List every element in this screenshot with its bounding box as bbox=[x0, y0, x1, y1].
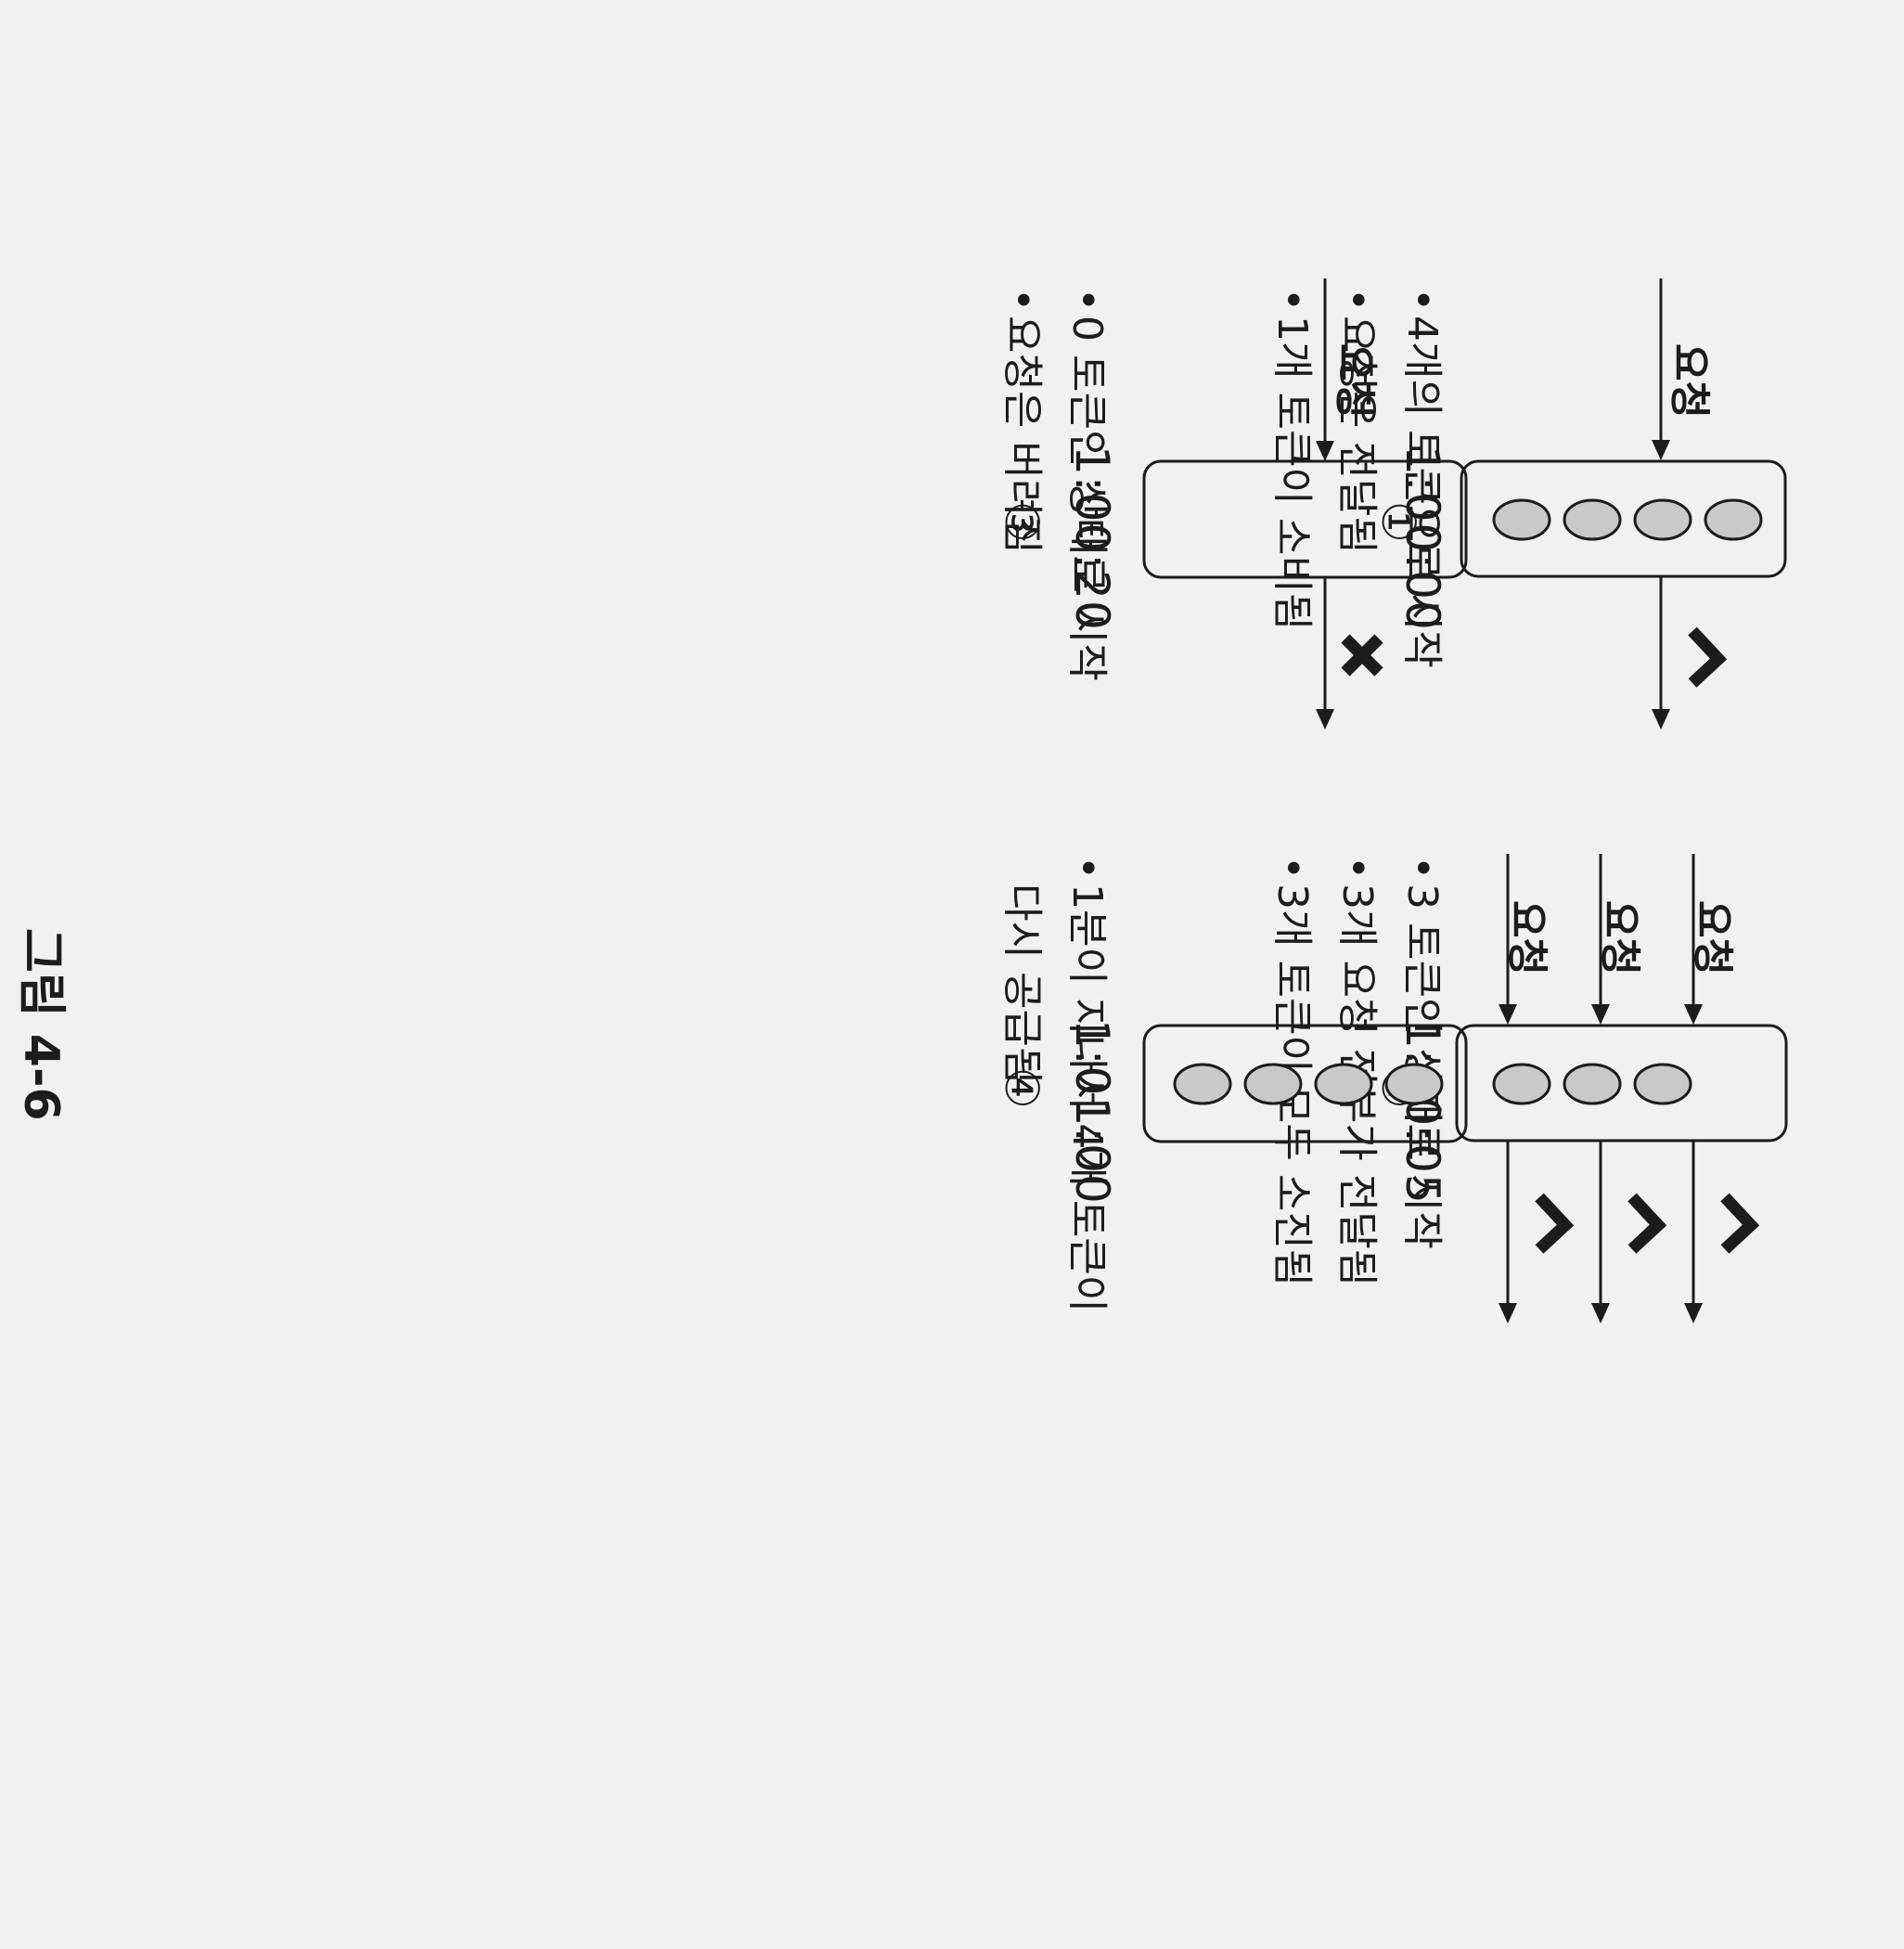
token-icon bbox=[1704, 498, 1763, 541]
check-icon bbox=[1720, 1193, 1760, 1254]
outgoing-request-arrow bbox=[1316, 577, 1334, 729]
token-icon bbox=[1633, 498, 1692, 541]
incoming-request-arrow bbox=[1652, 278, 1670, 460]
flow-graphic bbox=[1460, 278, 1787, 729]
token-icon bbox=[1563, 498, 1622, 541]
outgoing-request-arrow bbox=[1499, 1141, 1517, 1323]
token-icon bbox=[1243, 1063, 1303, 1105]
check-icon bbox=[1535, 1193, 1575, 1254]
panel-2: ② 요청 요청 요청 bbox=[952, 854, 1904, 1949]
description-list: 1분이 지나서 4개 토큰이 다시 공급됨 bbox=[989, 856, 1119, 1312]
token-bucket bbox=[1460, 459, 1787, 578]
outgoing-request-arrow bbox=[1591, 1141, 1610, 1323]
x-mark-icon bbox=[1341, 634, 1383, 677]
token-icon bbox=[1492, 1063, 1551, 1105]
flow-graphic bbox=[1142, 1024, 1468, 1143]
outgoing-request-arrow bbox=[1652, 576, 1670, 729]
incoming-request-arrow bbox=[1684, 854, 1703, 1025]
panel-3: ③ 요청 1:00:20 0 토큰인 상태로 시작 요청은 버려짐 bbox=[0, 0, 1468, 974]
incoming-request-arrow bbox=[1316, 278, 1334, 461]
check-icon bbox=[1627, 1193, 1667, 1254]
incoming-request-arrow bbox=[1591, 854, 1610, 1025]
request-label: 요청 bbox=[1596, 900, 1643, 975]
description-list: 0 토큰인 상태로 시작 요청은 버려짐 bbox=[989, 288, 1119, 681]
figure-caption: 그림 4-6 bbox=[13, 928, 69, 1121]
description-item: 요청은 버려짐 bbox=[989, 288, 1054, 681]
description-item: 다시 공급됨 bbox=[998, 884, 1046, 1085]
request-label: 요청 bbox=[1331, 343, 1378, 419]
incoming-request-arrow bbox=[1499, 854, 1517, 1025]
flow-graphic bbox=[1455, 854, 1788, 1323]
request-label: 요청 bbox=[1503, 900, 1550, 975]
token-icon bbox=[1173, 1063, 1232, 1105]
flow-graphic bbox=[1142, 278, 1468, 729]
token-bucket bbox=[1142, 1024, 1468, 1143]
description-item: 1개 토큰이 소비됨 bbox=[1259, 288, 1324, 668]
description-item: 4개의 토큰으로 시작 bbox=[1389, 288, 1454, 668]
token-icon bbox=[1563, 1063, 1622, 1105]
outgoing-request-arrow bbox=[1684, 1141, 1703, 1323]
description-item: 1분이 지나서 4개 토큰이 bbox=[1054, 856, 1119, 1312]
token-bucket bbox=[1142, 459, 1468, 579]
description-item: 0 토큰인 상태로 시작 bbox=[1054, 288, 1119, 681]
panel-1: ① 요청 1:00:00 4개의 토큰으로 시작 요청은 전달됨 1개 토 bbox=[952, 0, 1904, 974]
token-icon bbox=[1384, 1063, 1444, 1105]
panel-4: ④ 1:01:00 1분이 지나서 4개 토큰이 다시 공급됨 bbox=[0, 884, 1468, 1949]
check-icon bbox=[1688, 626, 1728, 688]
token-bucket bbox=[1455, 1024, 1788, 1142]
token-icon bbox=[1492, 498, 1551, 541]
request-label: 요청 bbox=[1689, 900, 1736, 975]
token-icon bbox=[1633, 1063, 1692, 1105]
token-icon bbox=[1314, 1063, 1373, 1105]
